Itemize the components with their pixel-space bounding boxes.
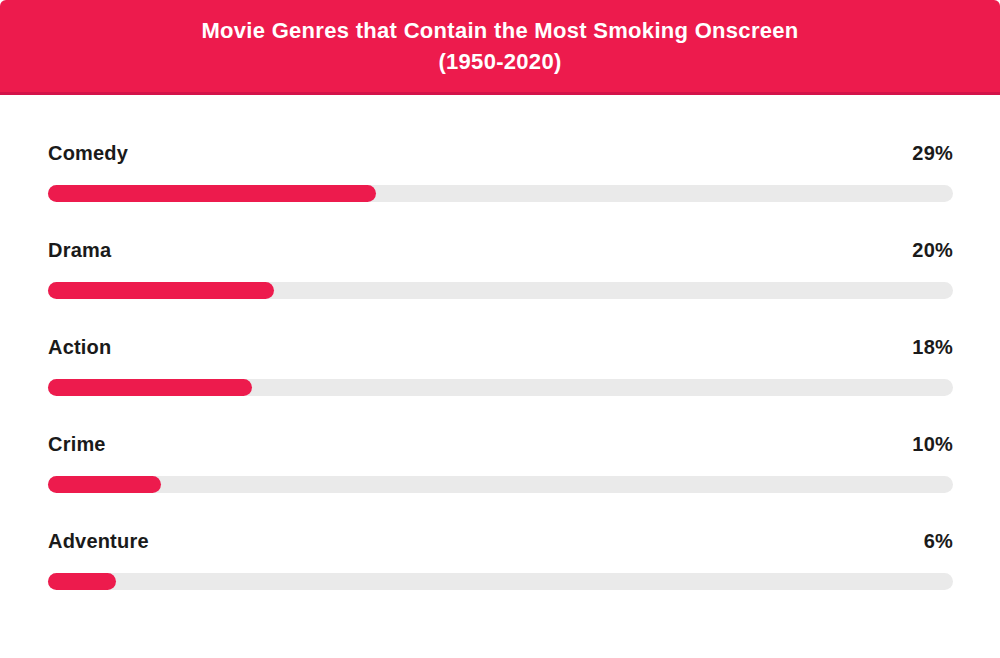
bar-value: 10%: [912, 432, 953, 456]
header-banner: Movie Genres that Contain the Most Smoki…: [0, 0, 1000, 95]
bar-value: 6%: [924, 529, 953, 553]
bar-track: [48, 573, 953, 590]
bar-track: [48, 185, 953, 202]
bar-row: Adventure 6%: [48, 529, 953, 590]
chart-area: Comedy 29% Drama 20% Action 18% Crime 10…: [0, 95, 1000, 590]
bar-label: Crime: [48, 432, 106, 456]
bar-track: [48, 282, 953, 299]
bar-fill: [48, 379, 252, 396]
bar-label: Drama: [48, 238, 111, 262]
bar-fill: [48, 476, 161, 493]
bar-label: Adventure: [48, 529, 149, 553]
chart-title-line2: (1950-2020): [438, 46, 561, 77]
bar-row: Drama 20%: [48, 238, 953, 299]
bar-value: 18%: [912, 335, 953, 359]
bar-row: Crime 10%: [48, 432, 953, 493]
chart-title-line1: Movie Genres that Contain the Most Smoki…: [201, 15, 798, 46]
bar-value: 29%: [912, 141, 953, 165]
bar-label: Action: [48, 335, 111, 359]
bar-fill: [48, 282, 274, 299]
bar-track: [48, 476, 953, 493]
bar-fill: [48, 573, 116, 590]
bar-row: Comedy 29%: [48, 141, 953, 202]
bar-label: Comedy: [48, 141, 128, 165]
bar-value: 20%: [912, 238, 953, 262]
bar-row: Action 18%: [48, 335, 953, 396]
bar-fill: [48, 185, 376, 202]
bar-track: [48, 379, 953, 396]
